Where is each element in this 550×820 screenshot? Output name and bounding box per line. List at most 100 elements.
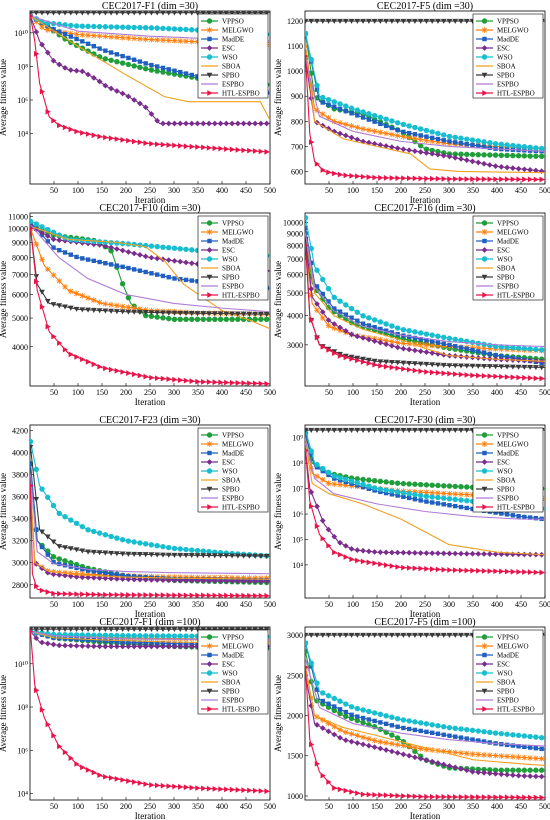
data-point [464, 736, 469, 741]
y-tick-label: 9000 [287, 229, 303, 238]
data-point [177, 577, 184, 584]
data-point [476, 567, 482, 574]
data-point [337, 327, 343, 334]
legend-label: MadDE [222, 36, 244, 44]
data-point [91, 528, 97, 535]
data-point [217, 627, 224, 633]
data-point [114, 246, 120, 252]
data-point [166, 633, 172, 639]
y-tick-label: 10¹⁰ [14, 29, 28, 38]
data-point [417, 143, 424, 149]
data-point [365, 548, 372, 555]
data-point [521, 144, 528, 150]
data-point [320, 291, 325, 297]
series-line [305, 440, 545, 520]
data-point [166, 376, 172, 383]
series-esc [30, 13, 270, 127]
legend-label: SBOA [222, 477, 241, 485]
data-point [90, 32, 97, 39]
data-point [394, 480, 401, 486]
data-point [194, 120, 201, 127]
data-point [348, 731, 355, 737]
data-point [355, 173, 361, 180]
data-point [177, 258, 184, 265]
data-point [189, 27, 195, 33]
data-point [446, 763, 453, 769]
data-point [377, 711, 384, 718]
data-point [510, 743, 516, 748]
data-point [417, 149, 424, 155]
data-point [218, 786, 224, 792]
data-point [62, 514, 68, 520]
chart-panel-4: CEC2017-F16 (dim =30)50 100 150 200 250 300 35… [273, 203, 550, 407]
series-wso [305, 30, 545, 152]
data-point [499, 511, 504, 516]
x-axis-label: Iteration [135, 397, 166, 407]
data-point [183, 633, 189, 639]
data-point [44, 627, 51, 633]
data-point [305, 243, 309, 248]
data-point [62, 749, 69, 756]
legend-marker [481, 27, 488, 33]
data-point [378, 362, 384, 369]
data-point [223, 574, 230, 581]
x-tick-label: 300 [443, 186, 455, 195]
x-tick-label: 200 [120, 802, 132, 811]
data-point [395, 792, 401, 799]
data-point [326, 102, 331, 107]
data-point [486, 770, 493, 777]
data-point [337, 101, 343, 107]
data-point [441, 370, 447, 377]
data-point [516, 744, 521, 749]
data-point [417, 720, 424, 726]
data-point [171, 37, 178, 44]
data-point [435, 136, 441, 142]
data-point [97, 591, 103, 598]
data-point [240, 575, 247, 581]
data-point [510, 513, 516, 518]
data-point [441, 341, 446, 346]
data-point [418, 728, 423, 734]
data-point [308, 245, 314, 252]
data-point [85, 591, 92, 598]
data-point [166, 67, 171, 72]
data-point [521, 773, 528, 779]
data-point [108, 639, 114, 644]
series-espbo [30, 474, 270, 575]
chart-panel-3: CEC2017-F10 (dim =30)50 100 150 200 250 300 35… [0, 203, 276, 407]
data-point [423, 18, 430, 24]
data-point [458, 504, 464, 510]
data-point [212, 786, 218, 792]
data-point [400, 121, 407, 128]
data-point [452, 749, 459, 756]
x-tick-label: 150 [96, 802, 108, 811]
data-point [96, 550, 103, 556]
data-point [331, 294, 337, 301]
data-point [137, 139, 143, 146]
data-point [458, 135, 464, 141]
data-point [68, 560, 74, 566]
data-point [142, 310, 149, 316]
data-point [177, 633, 183, 639]
data-point [79, 292, 86, 299]
legend-label: ESPBO [222, 283, 244, 291]
x-tick-label: 450 [240, 600, 252, 609]
data-point [406, 175, 413, 182]
data-point [79, 11, 85, 16]
data-point [435, 731, 441, 736]
y-tick-label: 3000 [287, 631, 303, 640]
data-point [452, 18, 459, 24]
data-point [149, 374, 155, 381]
legend-label: MadDE [222, 238, 244, 246]
data-point [108, 24, 114, 30]
data-point [166, 544, 172, 551]
data-point [423, 489, 430, 496]
data-point [527, 167, 533, 173]
data-point [389, 732, 395, 738]
data-point [143, 61, 148, 66]
data-point [148, 25, 155, 31]
data-point [137, 309, 143, 315]
legend-label: ESC [222, 45, 235, 53]
data-point [241, 592, 247, 598]
data-point [246, 578, 253, 585]
